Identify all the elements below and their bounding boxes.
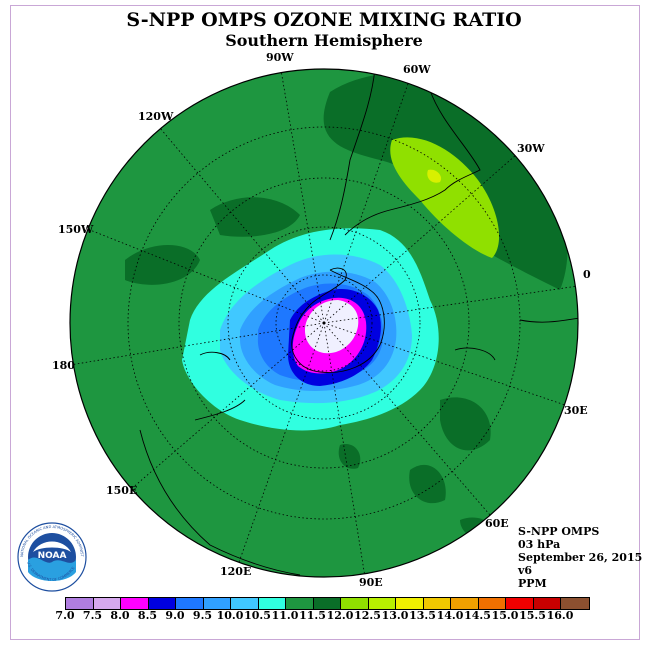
colorbar-swatch xyxy=(203,598,231,609)
colorbar-swatch xyxy=(533,598,561,609)
colorbar-swatch xyxy=(176,598,204,609)
lon-label-180: 180 xyxy=(52,359,75,372)
colorbar-swatch xyxy=(148,598,176,609)
colorbar xyxy=(65,597,590,610)
noaa-logo-text: NOAA xyxy=(38,551,67,561)
dark-green-region-se1 xyxy=(440,397,491,451)
colorbar-tick-label: 9.5 xyxy=(192,609,213,622)
lon-label-150e: 150E xyxy=(106,484,137,497)
ozone-high-region xyxy=(390,137,500,258)
plot-frame xyxy=(10,5,640,640)
colorbar-swatch xyxy=(396,598,424,609)
lon-label-30e: 30E xyxy=(564,404,588,417)
lon-label-90w: 90W xyxy=(266,51,294,64)
colorbar-swatch xyxy=(258,598,286,609)
colorbar-swatch xyxy=(286,598,314,609)
colorbar-ticks: 7.0 7.5 8.0 8.5 9.0 9.5 10.0 10.5 11.0 11.5 12.0 12… xyxy=(50,609,610,623)
colorbar-swatch xyxy=(341,598,369,609)
colorbar-tick-label: 15.5 xyxy=(519,609,546,622)
ozone-high-core xyxy=(427,169,442,183)
info-instrument: S-NPP OMPS xyxy=(518,525,600,538)
coastlines xyxy=(139,69,578,576)
coast-south-america-e xyxy=(344,89,481,236)
lon-label-0: 0 xyxy=(583,268,591,281)
coast-south-america-w xyxy=(329,69,376,241)
lon-label-120w: 120W xyxy=(138,110,174,123)
coast-australia-s xyxy=(194,399,246,421)
map-boundary xyxy=(69,68,579,578)
colorbar-swatch xyxy=(93,598,121,609)
colorbar-swatch xyxy=(561,598,589,609)
colorbar-tick-label: 15.0 xyxy=(491,609,519,622)
dark-green-region-n xyxy=(210,197,300,237)
colorbar-swatch xyxy=(313,598,341,609)
lon-label-30w: 30W xyxy=(517,142,545,155)
info-level: 03 hPa xyxy=(518,538,561,551)
lon-label-120e: 120E xyxy=(220,565,251,578)
colorbar-tick-label: 12.0 xyxy=(326,609,354,622)
colorbar-tick-label: 16.0 xyxy=(546,609,574,622)
colorbar-tick-label: 9.0 xyxy=(165,609,185,622)
colorbar-tick-label: 12.5 xyxy=(354,609,381,622)
info-units: PPM xyxy=(518,577,547,590)
colorbar-swatch xyxy=(231,598,259,609)
info-date: September 26, 2015 xyxy=(518,551,643,564)
dark-green-region-se2 xyxy=(409,464,446,504)
lon-label-150w: 150W xyxy=(58,223,94,236)
info-version: v6 xyxy=(518,564,533,577)
coast-australia xyxy=(139,429,301,576)
colorbar-swatch xyxy=(423,598,451,609)
coast-east xyxy=(454,347,496,361)
coast-antarctica xyxy=(291,267,385,373)
colorbar-tick-label: 13.5 xyxy=(409,609,436,622)
colorbar-swatch xyxy=(506,598,534,609)
lon-label-90e: 90E xyxy=(359,576,383,589)
dark-green-region-w xyxy=(125,245,200,285)
colorbar-tick-label: 13.0 xyxy=(381,609,409,622)
colorbar-swatch xyxy=(66,598,94,609)
colorbar-tick-label: 8.5 xyxy=(137,609,158,622)
coast-africa xyxy=(519,317,578,323)
colorbar-tick-label: 11.5 xyxy=(299,609,326,622)
colorbar-swatch xyxy=(478,598,506,609)
colorbar-tick-label: 10.0 xyxy=(216,609,244,622)
colorbar-tick-label: 11.0 xyxy=(271,609,299,622)
info-block: S-NPP OMPS 03 hPa September 26, 2015 v6 … xyxy=(518,525,642,590)
page-subtitle: Southern Hemisphere xyxy=(225,31,423,50)
colorbar-swatch xyxy=(121,598,149,609)
colorbar-tick-label: 7.5 xyxy=(82,609,103,622)
colorbar-swatch xyxy=(368,598,396,609)
south-pole-marker xyxy=(322,321,326,325)
colorbar-tick-label: 7.0 xyxy=(55,609,75,622)
colorbar-swatch xyxy=(451,598,479,609)
colorbar-tick-label: 8.0 xyxy=(110,609,130,622)
graticule xyxy=(70,69,578,577)
lon-label-60w: 60W xyxy=(403,63,431,76)
noaa-logo: NOAA NATIONAL OCEANIC AND ATMOSPHERIC AD… xyxy=(17,522,87,592)
dark-green-region-s xyxy=(338,444,361,469)
colorbar-tick-label: 10.5 xyxy=(244,609,271,622)
vortex-core xyxy=(304,300,359,354)
colorbar-tick-label: 14.0 xyxy=(436,609,464,622)
colorbar-tick-label: 14.5 xyxy=(464,609,491,622)
page-title: S-NPP OMPS OZONE MIXING RATIO xyxy=(126,9,522,31)
coast-nz xyxy=(199,351,231,361)
lon-label-60e: 60E xyxy=(485,517,509,530)
